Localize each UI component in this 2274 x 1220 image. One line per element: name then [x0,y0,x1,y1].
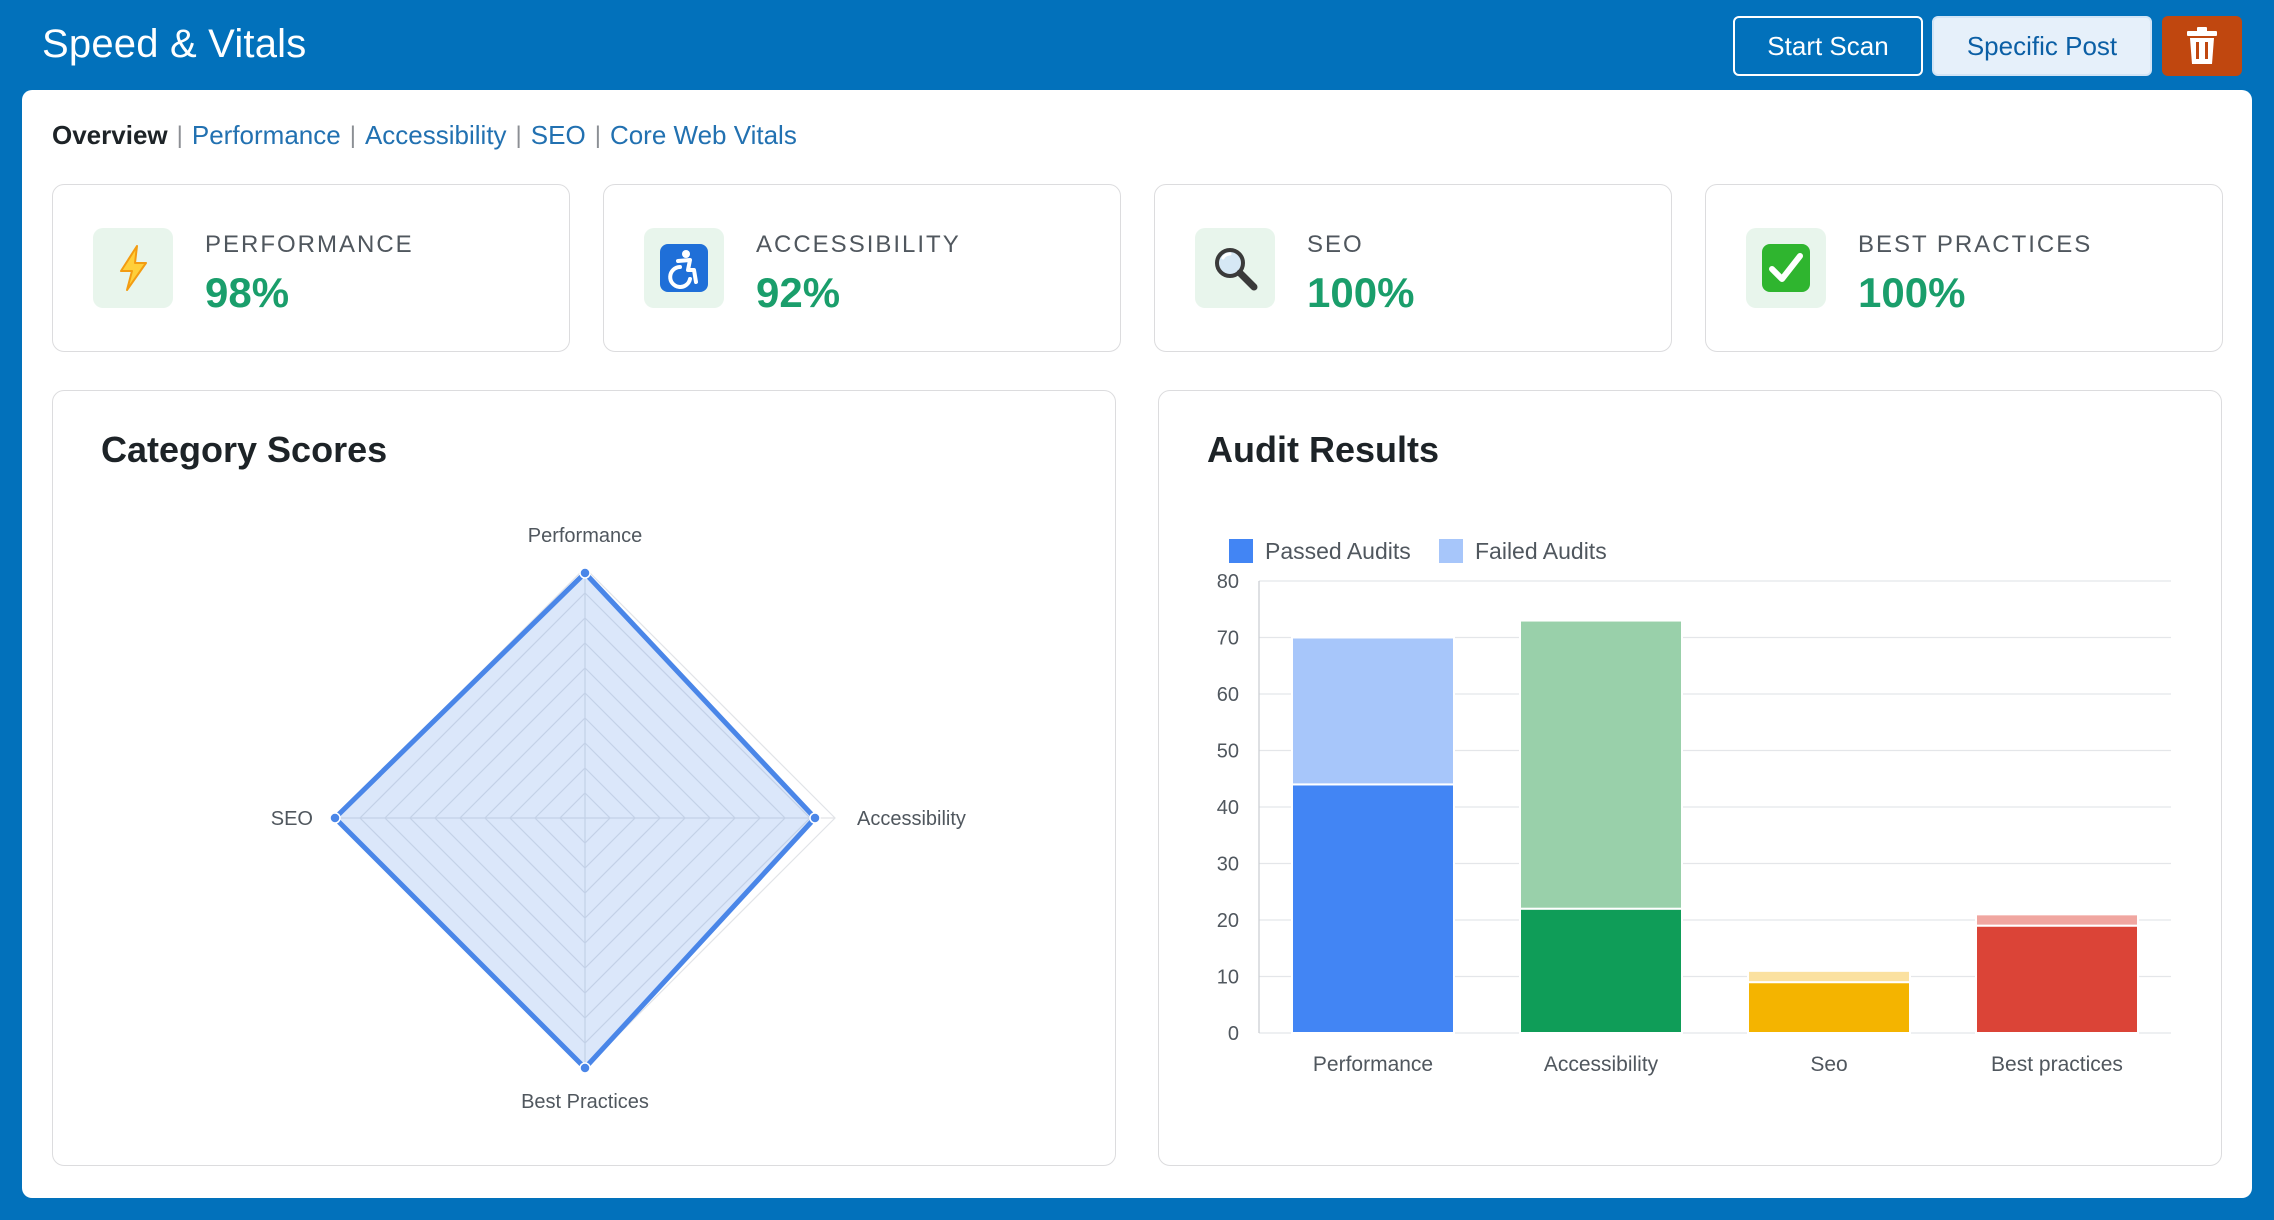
x-tick-label: Accessibility [1544,1053,1659,1076]
y-tick-label: 60 [1217,684,1239,706]
start-scan-button[interactable]: Start Scan [1733,16,1923,76]
bar-passed-2 [1747,981,1911,1035]
category-scores-title: Category Scores [101,429,388,470]
breadcrumb-nav: Overview | Performance | Accessibility |… [52,120,797,150]
legend-label-1: Failed Audits [1475,538,1607,564]
bar-failed-2 [1747,969,1911,984]
legend-swatch-1 [1439,539,1463,563]
trash-icon [2187,27,2217,64]
radar-point-1 [809,812,821,824]
bar-failed-0 [1291,636,1455,786]
legend-swatch-0 [1229,539,1253,563]
radar-label-1: Accessibility [857,808,966,830]
seo-label: SEO [1307,231,1364,258]
bar-passed-1 [1519,907,1683,1035]
radar-point-0 [579,567,591,579]
top-bar: Speed & Vitals Start Scan Specific Post [0,0,2274,90]
radar-label-2: Best Practices [521,1091,649,1113]
x-tick-label: Seo [1810,1053,1847,1076]
bar-failed-1 [1519,619,1683,910]
radar-point-2 [579,1062,591,1074]
bar-passed-0 [1291,783,1455,1034]
nav-current-overview: Overview [52,120,168,150]
bar-passed-3 [1975,924,2139,1035]
nav-link-seo[interactable]: SEO [530,120,586,150]
delete-button[interactable] [2162,16,2242,76]
bar-failed-3 [1975,913,2139,927]
main-panel: Overview | Performance | Accessibility |… [22,90,2252,1198]
legend-label-0: Passed Audits [1265,538,1411,564]
specific-post-button[interactable]: Specific Post [1932,16,2152,76]
best-practices-label: BEST PRACTICES [1858,231,2093,258]
y-tick-label: 30 [1217,854,1239,876]
best-practices-score: 100% [1858,269,1966,316]
y-tick-label: 80 [1217,571,1239,593]
checkmark-icon [1746,228,1826,308]
best-practices-score-card: BEST PRACTICES 100% [1705,184,2223,352]
performance-score: 98% [205,269,290,316]
y-tick-label: 70 [1217,628,1239,650]
x-tick-label: Performance [1313,1053,1433,1076]
audit-results-card: Audit Results 0 10 20 30 40 50 60 70 80 Performan… [1158,390,2222,1166]
radar-chart: Performance Accessibility Best Practices SE… [271,525,966,1113]
performance-label: PERFORMANCE [205,231,414,258]
radar-point-3 [329,812,341,824]
category-scores-card: Category Scores Performance Accessibility… [52,390,1116,1166]
accessibility-score: 92% [756,269,841,316]
accessibility-icon [644,228,724,308]
x-tick-label: Best practices [1991,1053,2123,1076]
radar-label-0: Performance [528,525,643,547]
y-tick-label: 50 [1217,741,1239,763]
audit-bar-chart: 0 10 20 30 40 50 60 70 80 Performance Accessibilit… [1217,538,2171,1076]
nav-link-core-web-vitals[interactable]: Core Web Vitals [609,120,797,150]
seo-score: 100% [1307,269,1415,316]
y-tick-label: 20 [1217,910,1239,932]
nav-link-accessibility[interactable]: Accessibility [364,120,507,150]
radar-score-area [332,570,818,1071]
audit-results-title: Audit Results [1207,429,1440,470]
y-tick-label: 40 [1217,797,1239,819]
y-tick-label: 10 [1217,967,1239,989]
lightning-icon [93,228,173,308]
accessibility-label: ACCESSIBILITY [756,231,961,258]
nav-link-performance[interactable]: Performance [191,120,341,150]
seo-score-card: SEO 100% [1154,184,1672,352]
performance-score-card: PERFORMANCE 98% [52,184,570,352]
y-tick-label: 0 [1228,1023,1239,1045]
accessibility-score-card: ACCESSIBILITY 92% [603,184,1121,352]
radar-label-3: SEO [271,808,313,830]
app-title: Speed & Vitals [42,22,307,66]
magnifier-icon [1195,228,1275,308]
